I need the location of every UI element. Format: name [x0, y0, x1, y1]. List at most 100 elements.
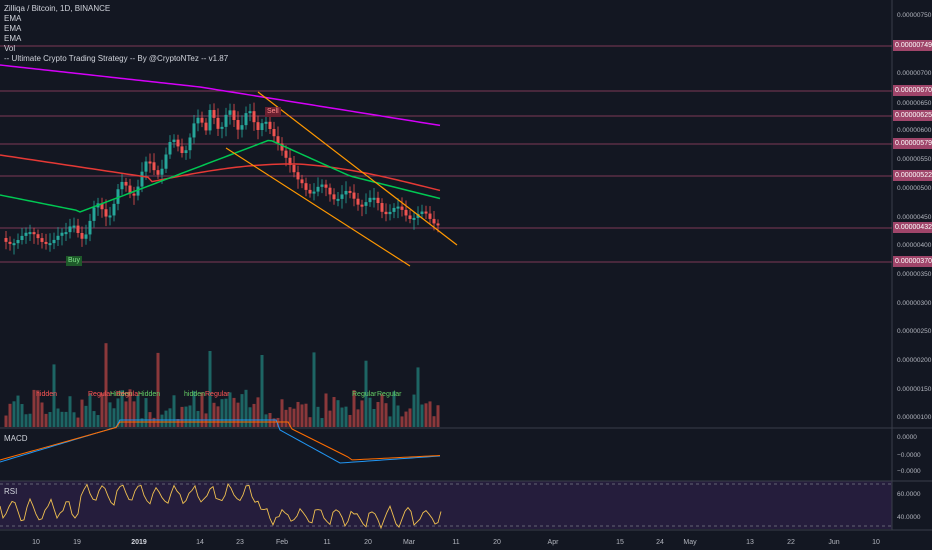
volume-bar	[420, 404, 424, 427]
candle-body	[100, 203, 104, 210]
volume-bar	[340, 407, 344, 427]
volume-bar	[216, 406, 220, 427]
volume-bar	[436, 405, 440, 427]
indicator-ema-1[interactable]: EMA	[4, 14, 22, 23]
volume-bar	[160, 414, 164, 427]
candle-body	[124, 181, 128, 186]
volume-bar	[332, 397, 336, 427]
volume-bar	[244, 389, 248, 427]
candle-body	[72, 225, 76, 228]
candle-body	[132, 193, 136, 196]
volume-bar	[304, 403, 308, 427]
candle-body	[360, 204, 364, 207]
candle-body	[376, 197, 380, 204]
candle-body	[4, 238, 8, 242]
volume-bar	[388, 416, 392, 427]
time-axis-label: 20	[364, 539, 372, 546]
price-axis-label: 0.00000400	[897, 242, 932, 249]
volume-bar	[432, 416, 436, 427]
candle-body	[200, 117, 204, 123]
macd-line	[0, 419, 441, 464]
candle-body	[424, 211, 428, 214]
candle-body	[152, 162, 156, 171]
volume-bar	[264, 414, 268, 427]
ema-short-line	[0, 139, 441, 213]
candle-body	[224, 114, 228, 127]
price-tag: 0.00000432	[893, 222, 932, 233]
candle-body	[300, 179, 304, 184]
candle-body	[264, 121, 268, 124]
candle-body	[420, 211, 424, 214]
volume-bar	[412, 394, 416, 427]
macd-axis-label: 0.0000	[897, 434, 917, 441]
buy-signal-label[interactable]: Buy	[66, 256, 83, 266]
volume-bar	[184, 406, 188, 427]
volume-bar	[280, 399, 284, 427]
volume-bar	[88, 393, 92, 427]
ema-long-line	[0, 64, 441, 127]
candle-body	[388, 211, 392, 215]
volume-bar	[228, 392, 232, 427]
volume-bar	[368, 397, 372, 427]
indicator-vol[interactable]: Vol	[4, 44, 16, 53]
price-axis-label: 0.00000100	[897, 414, 932, 421]
volume-bar	[252, 403, 256, 427]
volume-bar	[8, 403, 12, 427]
candle-body	[308, 189, 312, 194]
price-tag: 0.00000370	[893, 256, 932, 267]
candle-body	[88, 220, 92, 235]
candle-body	[316, 186, 320, 192]
volume-bar	[428, 401, 432, 427]
indicator-ema-3[interactable]: EMA	[4, 34, 22, 43]
volume-bar	[72, 412, 76, 427]
volume-bar	[208, 350, 212, 427]
candle-body	[248, 111, 252, 114]
candle-body	[296, 172, 300, 180]
volume-bar	[408, 408, 412, 427]
divergence-label: Hidden	[138, 391, 161, 398]
candle-body	[8, 241, 12, 244]
volume-bar	[296, 401, 300, 427]
candle-body	[280, 143, 284, 151]
rsi-pane-label[interactable]: RSI	[4, 487, 18, 496]
volume-bar	[16, 395, 20, 427]
candle-body	[140, 171, 144, 187]
volume-bar	[308, 417, 312, 427]
candle-body	[160, 168, 164, 175]
volume-bar	[272, 418, 276, 427]
volume-bar	[80, 399, 84, 427]
time-axis-label: May	[683, 539, 697, 546]
candle-body	[412, 217, 416, 220]
candle-body	[48, 243, 52, 246]
candle-body	[188, 137, 192, 151]
divergence-label: Regular	[205, 391, 230, 398]
volume-bar	[352, 390, 356, 427]
candle-body	[24, 232, 28, 236]
volume-bar	[92, 411, 96, 427]
volume-bar	[320, 418, 324, 427]
volume-bar	[84, 405, 88, 427]
indicator-strategy[interactable]: -- Ultimate Crypto Trading Strategy -- B…	[4, 54, 229, 63]
volume-bar	[384, 403, 388, 427]
price-axis-label: 0.00000200	[897, 357, 932, 364]
volume-bar	[284, 409, 288, 427]
volume-bar	[232, 397, 236, 427]
macd-pane-label[interactable]: MACD	[4, 434, 28, 443]
candle-body	[284, 150, 288, 158]
volume-bar	[116, 398, 120, 427]
candle-body	[32, 232, 36, 235]
symbol-title[interactable]: Zilliqa / Bitcoin, 1D, BINANCE	[4, 4, 111, 13]
candle-body	[144, 161, 148, 172]
time-axis-label: 10	[872, 539, 880, 546]
sell-signal-label[interactable]: Sell	[265, 107, 281, 117]
volume-bar	[36, 390, 40, 427]
indicator-ema-2[interactable]: EMA	[4, 24, 22, 33]
volume-bar	[236, 402, 240, 427]
volume-bar	[68, 396, 72, 427]
volume-bar	[192, 391, 196, 427]
candle-body	[352, 192, 356, 199]
candle-body	[260, 123, 264, 130]
volume-bar	[300, 404, 304, 427]
volume-bar	[20, 404, 24, 427]
